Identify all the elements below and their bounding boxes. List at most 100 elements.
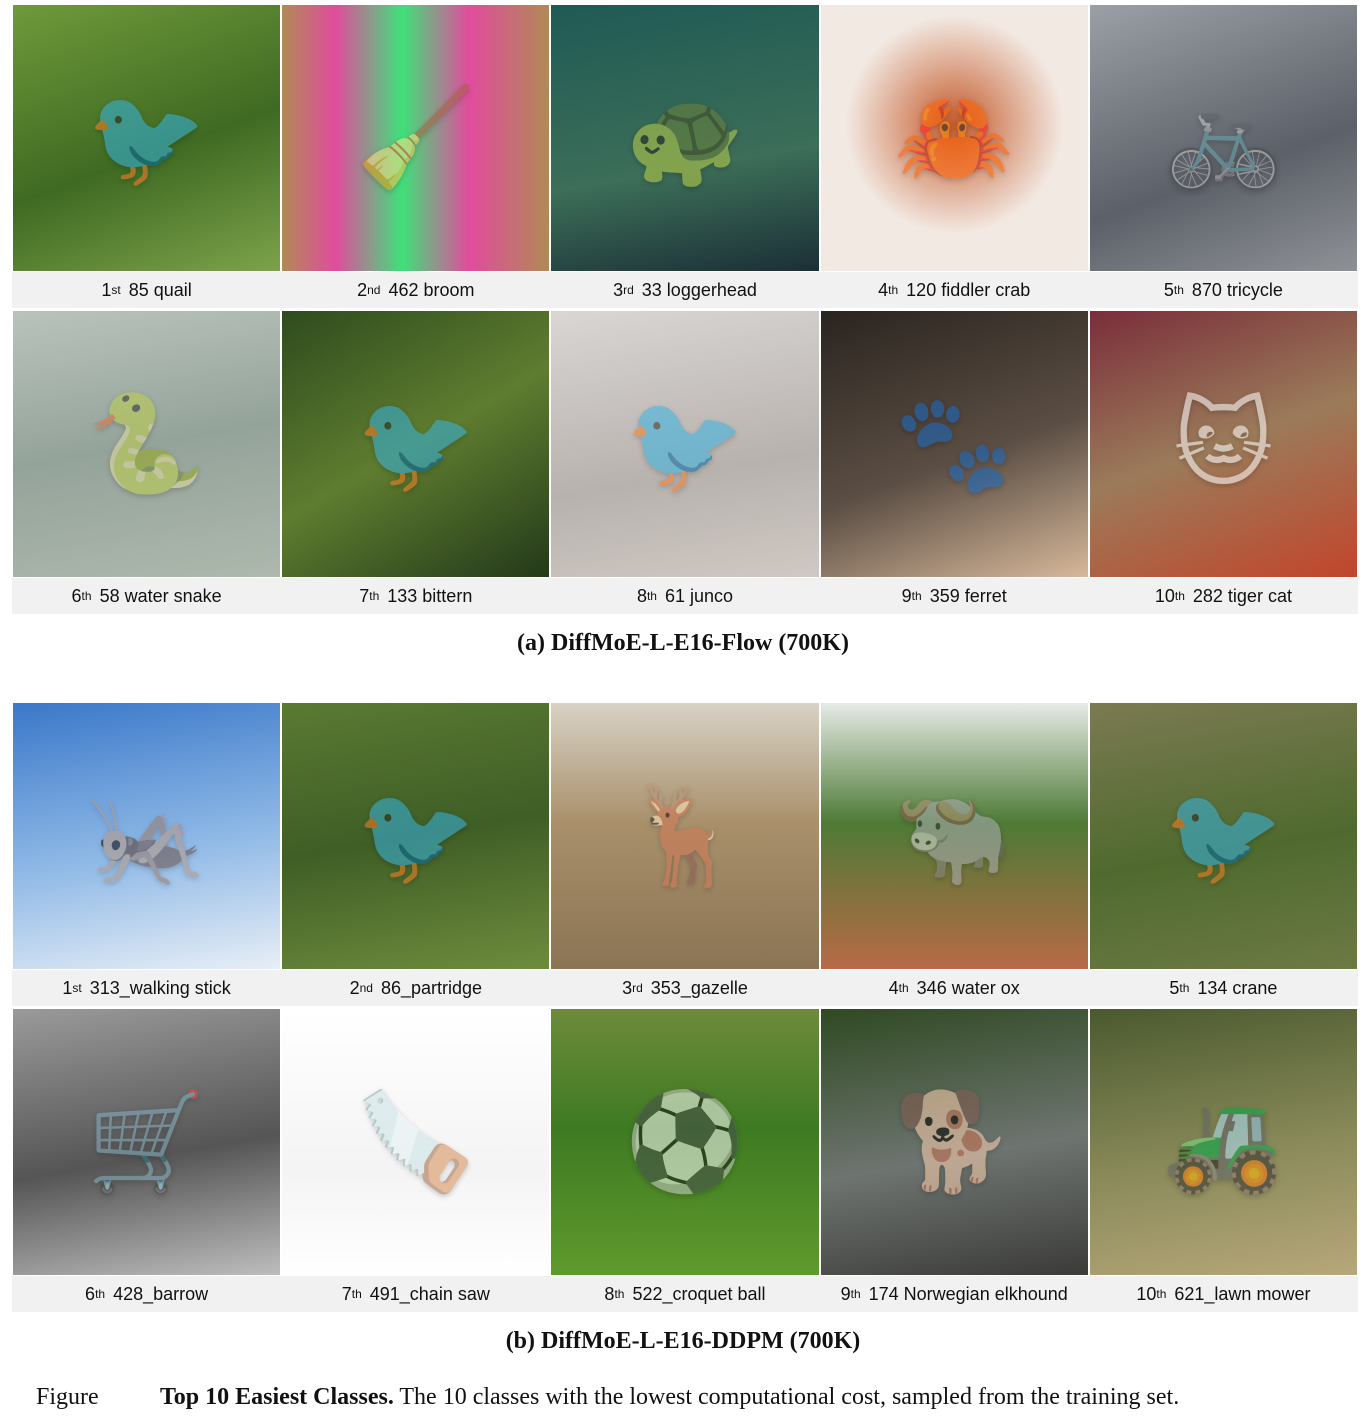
mower-icon: 🚜: [1163, 1085, 1284, 1198]
figure-title: Top 10 Easiest Classes.: [160, 1384, 394, 1410]
class-label: 174 Norwegian elkhound: [868, 1283, 1068, 1304]
rank-number: 1: [101, 279, 112, 300]
crane-icon: 🐦: [1163, 779, 1284, 892]
sample-image: 🧹: [281, 4, 551, 272]
rank-suffix: th: [1179, 981, 1190, 995]
class-label: 313_walking stick: [89, 977, 231, 998]
heron-icon: 🐦: [356, 387, 476, 500]
rank-number: 6: [71, 585, 82, 606]
sample-image: 🚲: [1088, 4, 1358, 272]
rank-suffix: th: [95, 1287, 106, 1301]
class-label: 86_partridge: [380, 977, 483, 998]
rank-number: 7: [359, 585, 370, 606]
sample-image: 🐾: [819, 310, 1089, 578]
rank-number: 10: [1154, 585, 1175, 606]
figure-label: Figure: [36, 1384, 99, 1410]
broom-icon: 🧹: [356, 81, 476, 194]
rank-suffix: th: [1174, 589, 1185, 603]
class-label: 353_gazelle: [650, 977, 748, 998]
sample-image: 🦗: [12, 702, 282, 970]
class-label: 58 water snake: [99, 585, 222, 606]
rank-number: 7: [341, 1283, 352, 1304]
class-label: 133 bittern: [387, 585, 473, 606]
class-label: 134 crane: [1197, 977, 1278, 998]
bird-icon: 🐦: [625, 387, 745, 500]
rank-number: 2: [349, 977, 360, 998]
sample-image: 🐃: [819, 702, 1089, 970]
class-label: 522_croquet ball: [632, 1283, 766, 1304]
sample-image: 🐢: [550, 4, 820, 272]
rank-number: 8: [604, 1283, 615, 1304]
snake-icon: 🐍: [86, 387, 207, 500]
rank-number: 4: [888, 977, 899, 998]
sample-image: 🐦: [281, 702, 551, 970]
rank-number: 9: [901, 585, 912, 606]
rank-suffix: st: [111, 283, 121, 297]
rank-number: 10: [1136, 1283, 1157, 1304]
crab-icon: 🦀: [894, 81, 1014, 194]
sample-image: 🚜: [1088, 1008, 1358, 1276]
sample-image: 🐕: [819, 1008, 1089, 1276]
rank-suffix: th: [81, 589, 92, 603]
rank-suffix: th: [1156, 1287, 1167, 1301]
class-label: 462 broom: [388, 279, 475, 300]
rank-suffix: th: [911, 589, 922, 603]
rank-number: 1: [62, 977, 73, 998]
class-label: 120 fiddler crab: [906, 279, 1031, 300]
ox-icon: 🐃: [894, 779, 1014, 892]
sample-image: 🐦: [1088, 702, 1358, 970]
dog-icon: 🐕: [894, 1085, 1014, 1198]
rank-suffix: th: [369, 589, 380, 603]
rank-number: 5: [1169, 977, 1180, 998]
ball-icon: ⚽: [625, 1085, 745, 1198]
cat-icon: 🐱: [1173, 388, 1274, 500]
rank-suffix: th: [1173, 283, 1184, 297]
class-label: 282 tiger cat: [1192, 585, 1292, 606]
figure-text: The 10 classes with the lowest computati…: [393, 1384, 1180, 1410]
panel-a-caption: (a) DiffMoE-L-E16-Flow (700K): [517, 630, 849, 656]
class-label: 346 water ox: [916, 977, 1020, 998]
rank-suffix: th: [898, 981, 909, 995]
sample-image: 🦀: [819, 4, 1089, 272]
class-label: 621_lawn mower: [1174, 1283, 1311, 1304]
rank-suffix: nd: [359, 981, 373, 995]
rank-number: 9: [840, 1283, 851, 1304]
rank-number: 3: [622, 977, 633, 998]
rank-number: 8: [636, 585, 647, 606]
class-label: 491_chain saw: [369, 1283, 490, 1304]
rank-suffix: th: [646, 589, 657, 603]
rank-suffix: nd: [367, 283, 381, 297]
panel-b-caption: (b) DiffMoE-L-E16-DDPM (700K): [505, 1328, 861, 1354]
rank-suffix: th: [351, 1287, 362, 1301]
rank-suffix: rd: [632, 981, 643, 995]
